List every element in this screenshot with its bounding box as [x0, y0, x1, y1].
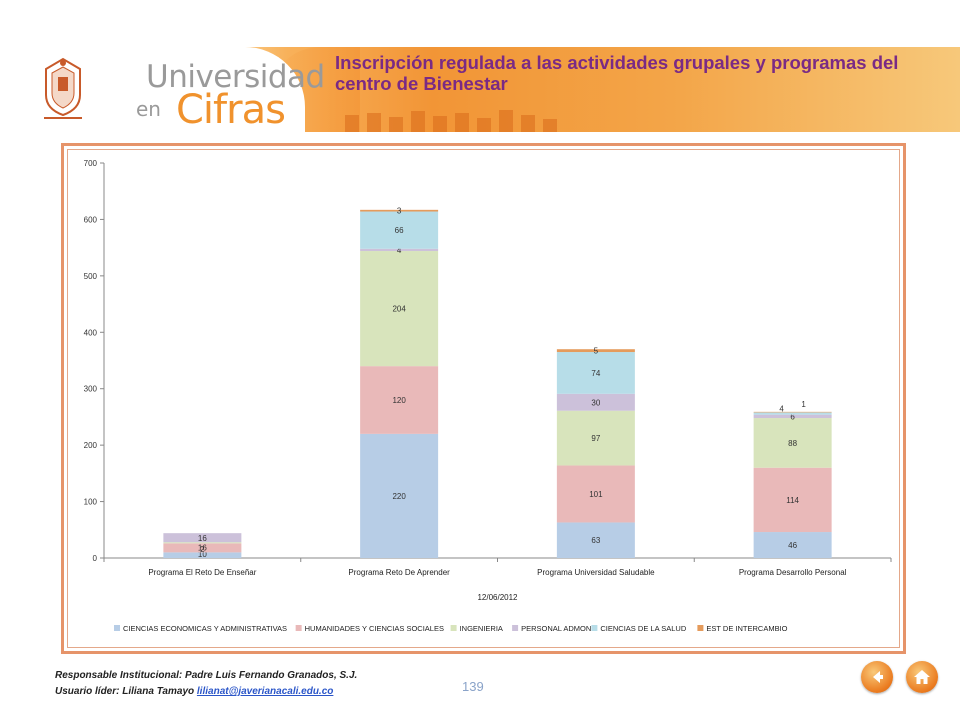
legend-swatch	[697, 625, 704, 631]
bar-segment	[556, 352, 635, 394]
data-label: 2	[200, 545, 205, 554]
bar-segment	[163, 533, 242, 543]
data-label: 204	[392, 305, 406, 314]
header-banner: Universidad en Cifras	[0, 47, 960, 132]
legend-label: EST DE INTERCAMBIO	[706, 624, 787, 633]
bar-segment	[163, 542, 242, 544]
bar-segment	[163, 543, 242, 553]
data-label: 30	[591, 398, 600, 407]
footer-email-link[interactable]: lilianat@javerianacali.edu.co	[196, 686, 334, 697]
x-axis-title: 12/06/2012	[477, 593, 518, 602]
brand-universidad: Universidad	[146, 59, 325, 95]
y-tick-label: 600	[84, 215, 98, 224]
y-tick-label: 0	[93, 554, 98, 563]
data-label: 3	[397, 207, 402, 216]
data-label: 66	[395, 226, 404, 235]
bar-segment	[360, 209, 439, 212]
home-icon	[914, 670, 930, 684]
bar-segment	[753, 411, 832, 413]
y-tick-label: 400	[84, 328, 98, 337]
back-arrow-icon	[873, 671, 883, 683]
legend-swatch	[295, 625, 302, 631]
banner-decoration	[345, 110, 557, 132]
bar-segment	[556, 393, 635, 411]
bar-segment	[753, 414, 832, 419]
data-label: 4	[397, 246, 402, 255]
data-label: 97	[591, 434, 600, 443]
legend-label: CIENCIAS DE LA SALUD	[600, 624, 686, 633]
y-tick-label: 700	[84, 159, 98, 168]
data-label: 16	[198, 534, 207, 543]
brand-cifras: Cifras	[176, 87, 286, 132]
bar-segment	[753, 532, 832, 558]
footer-responsible: Responsable Institucional: Padre Luis Fe…	[55, 670, 358, 681]
data-label: 114	[786, 496, 799, 505]
university-seal-icon	[44, 57, 82, 119]
brand-panel: Universidad en Cifras	[0, 47, 325, 132]
y-tick-label: 300	[84, 385, 98, 394]
slide-title: Inscripción regulada a las actividades g…	[335, 52, 899, 94]
data-label: 120	[392, 396, 406, 405]
data-label: 16	[198, 544, 207, 553]
bar-segment	[556, 522, 635, 558]
data-label: 10	[198, 550, 207, 559]
bar-segment	[556, 465, 635, 523]
x-tick-label: Programa Reto De Aprender	[348, 568, 450, 577]
brand-en: en	[136, 97, 161, 121]
footer-leader: Usuario líder: Liliana Tamayo lilianat@j…	[55, 686, 333, 697]
x-tick-label: Programa Desarrollo Personal	[739, 568, 847, 577]
home-button[interactable]	[906, 661, 938, 693]
bar-segment	[360, 211, 439, 249]
data-label: 1	[801, 400, 806, 409]
legend-swatch	[450, 625, 457, 631]
y-tick-label: 200	[84, 441, 98, 450]
data-label: 101	[589, 490, 603, 499]
bar-segment	[753, 467, 832, 533]
data-label: 5	[594, 347, 599, 356]
bar-segment	[556, 349, 635, 353]
data-label: 74	[591, 369, 600, 378]
legend-swatch	[114, 625, 120, 631]
legend-label: INGENIERIA	[460, 624, 503, 633]
data-label: 220	[392, 492, 406, 501]
bar-segment	[360, 251, 439, 367]
bar-segment	[360, 248, 439, 252]
back-button[interactable]	[861, 661, 893, 693]
data-label: 6	[790, 412, 795, 421]
bar-segment	[753, 418, 832, 468]
y-tick-label: 100	[84, 498, 98, 507]
legend-swatch	[512, 625, 519, 631]
bar-segment	[163, 552, 242, 558]
chart-area: 0 100 200 300 400 500 600 700 Programa El Reto D…	[67, 149, 900, 648]
x-tick-label: Programa El Reto De Enseñar	[148, 568, 256, 577]
bar-segment	[360, 433, 439, 558]
x-tick-label: Programa Universidad Saludable	[537, 568, 655, 577]
chart-frame: 0 100 200 300 400 500 600 700 Programa El Reto D…	[61, 143, 906, 654]
footer-leader-label: Usuario líder: Liliana Tamayo	[55, 686, 195, 697]
page-number: 139	[462, 679, 484, 694]
data-label: 46	[788, 541, 797, 550]
bar-segment	[753, 412, 832, 415]
bar-segment	[360, 366, 439, 434]
legend-label: HUMANIDADES Y CIENCIAS SOCIALES	[305, 624, 444, 633]
legend-label: CIENCIAS ECONOMICAS Y ADMINISTRATIVAS	[123, 624, 287, 633]
data-label: 63	[591, 536, 600, 545]
y-tick-label: 500	[84, 272, 98, 281]
data-label: 4	[779, 404, 784, 413]
legend-swatch	[591, 625, 598, 631]
data-label: 88	[788, 439, 797, 448]
legend-label: PERSONAL ADMON	[521, 624, 591, 633]
stacked-bar-chart: 0 100 200 300 400 500 600 700 Programa El Reto D…	[84, 159, 892, 633]
bar-segment	[556, 410, 635, 466]
